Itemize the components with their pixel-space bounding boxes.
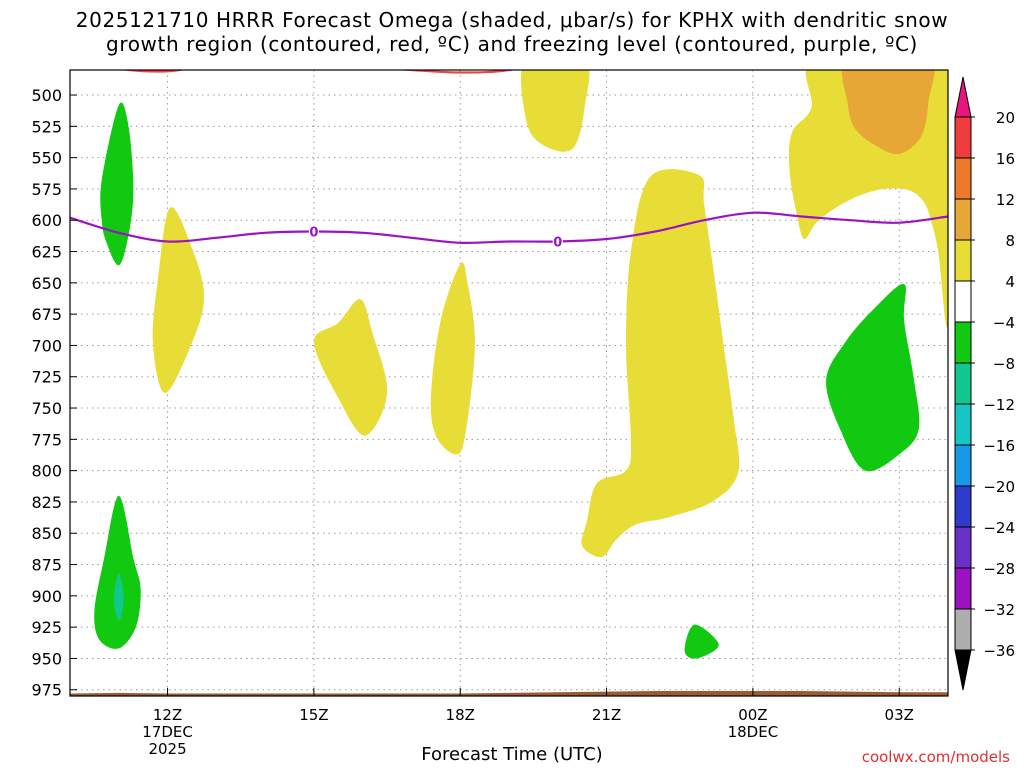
omega-region — [152, 207, 205, 393]
x-axis-title: Forecast Time (UTC) — [421, 744, 603, 765]
colorbar-bottom-arrow — [954, 649, 972, 691]
chart-title-line-1: 2025121710 HRRR Forecast Omega (shaded, … — [75, 8, 949, 32]
colorbar-label: −36 — [983, 642, 1015, 660]
colorbar-label: 20 — [996, 109, 1015, 127]
contour-label-bg — [308, 223, 319, 239]
colorbar-label: −24 — [983, 519, 1015, 537]
dgz-contour-line — [120, 70, 515, 74]
axes: 500 525 550 575 600 625 650 675 700 725 750 775 800 8… — [31, 86, 913, 758]
colorbar-segment — [954, 362, 972, 405]
y-tick-label: 625 — [31, 243, 62, 262]
x-tick-date-label: 18DEC — [728, 723, 779, 741]
omega-shaded-regions — [94, 70, 948, 659]
colorbar-label: 8 — [1005, 232, 1015, 250]
colorbar-label: −12 — [983, 396, 1015, 414]
colorbar-segment — [954, 239, 972, 282]
y-tick-label: 950 — [31, 649, 62, 668]
y-tick-label: 700 — [31, 336, 62, 355]
y-tick-label: 825 — [31, 493, 62, 512]
credit-link[interactable]: coolwx.com/models — [861, 748, 1010, 766]
omega-region — [313, 298, 388, 436]
freezing-level-label: 0 — [309, 226, 318, 241]
y-tick-label: 675 — [31, 305, 62, 324]
y-tick-label: 650 — [31, 274, 62, 293]
x-tick-label: 15Z — [299, 706, 328, 724]
y-tick-label: 525 — [31, 117, 62, 136]
colorbar-segment — [954, 567, 972, 610]
x-tick-label: 03Z — [885, 706, 914, 724]
terrain-layer — [70, 691, 948, 696]
chart-title: 2025121710 HRRR Forecast Omega (shaded, … — [0, 8, 1024, 56]
contour-lines: 00 — [70, 70, 948, 251]
x-tick-label: 00Z — [738, 706, 767, 724]
y-tick-label: 925 — [31, 618, 62, 637]
y-tick-label: 775 — [31, 430, 62, 449]
colorbar-segment — [954, 485, 972, 528]
colorbar-label: −20 — [983, 478, 1015, 496]
colorbar-segment — [954, 321, 972, 364]
colorbar-label: 12 — [996, 191, 1015, 209]
colorbar-segment — [954, 280, 972, 323]
y-tick-label: 500 — [31, 86, 62, 105]
colorbar-label: −8 — [993, 355, 1015, 373]
contour-label-bg — [552, 233, 563, 249]
chart-title-line-2: growth region (contoured, red, ºC) and f… — [106, 32, 918, 56]
y-tick-label: 850 — [31, 524, 62, 543]
y-tick-label: 875 — [31, 556, 62, 575]
colorbar-segment — [954, 198, 972, 241]
y-tick-label: 975 — [31, 681, 62, 700]
omega-region — [430, 262, 475, 455]
freezing-level-label: 0 — [553, 236, 562, 251]
colorbar-label: 16 — [996, 150, 1015, 168]
terrain-fill — [70, 691, 948, 696]
x-tick-date-label: 17DEC — [142, 723, 193, 741]
colorbar-label: 4 — [1005, 273, 1015, 291]
y-tick-label: 575 — [31, 180, 62, 199]
plot-frame — [69, 69, 949, 697]
y-tick-label: 750 — [31, 399, 62, 418]
y-tick-label: 800 — [31, 462, 62, 481]
omega-region — [94, 495, 141, 649]
omega-region — [841, 70, 935, 155]
colorbar-label: −28 — [983, 560, 1015, 578]
freezing-level-line — [70, 211, 948, 245]
omega-region — [581, 169, 740, 558]
colorbar-segment — [954, 608, 972, 651]
colorbar-segment — [954, 526, 972, 569]
colorbar-segment — [954, 157, 972, 200]
y-tick-label: 725 — [31, 368, 62, 387]
colorbar-top-arrow — [954, 76, 972, 118]
colorbar-segment — [954, 116, 972, 159]
y-tick-label: 900 — [31, 587, 62, 606]
colorbar-segment — [954, 444, 972, 487]
y-tick-label: 550 — [31, 149, 62, 168]
x-tick-label: 18Z — [446, 706, 475, 724]
y-tick-label: 600 — [31, 211, 62, 230]
colorbar-label: −16 — [983, 437, 1015, 455]
omega-region — [684, 624, 719, 659]
omega-region — [100, 102, 134, 266]
omega-region — [521, 70, 590, 152]
colorbar-label: −32 — [983, 601, 1015, 619]
omega-region — [826, 283, 920, 472]
x-tick-label: 21Z — [592, 706, 621, 724]
x-tick-date-label: 2025 — [148, 740, 186, 758]
colorbar: 20 16 12 8 4 −4 −8 −12 −16 −20 −24 −28 −32 −36 — [954, 76, 1015, 691]
colorbar-label: −4 — [993, 314, 1015, 332]
x-tick-label: 12Z — [153, 706, 182, 724]
omega-region — [113, 573, 124, 621]
colorbar-segment — [954, 403, 972, 446]
